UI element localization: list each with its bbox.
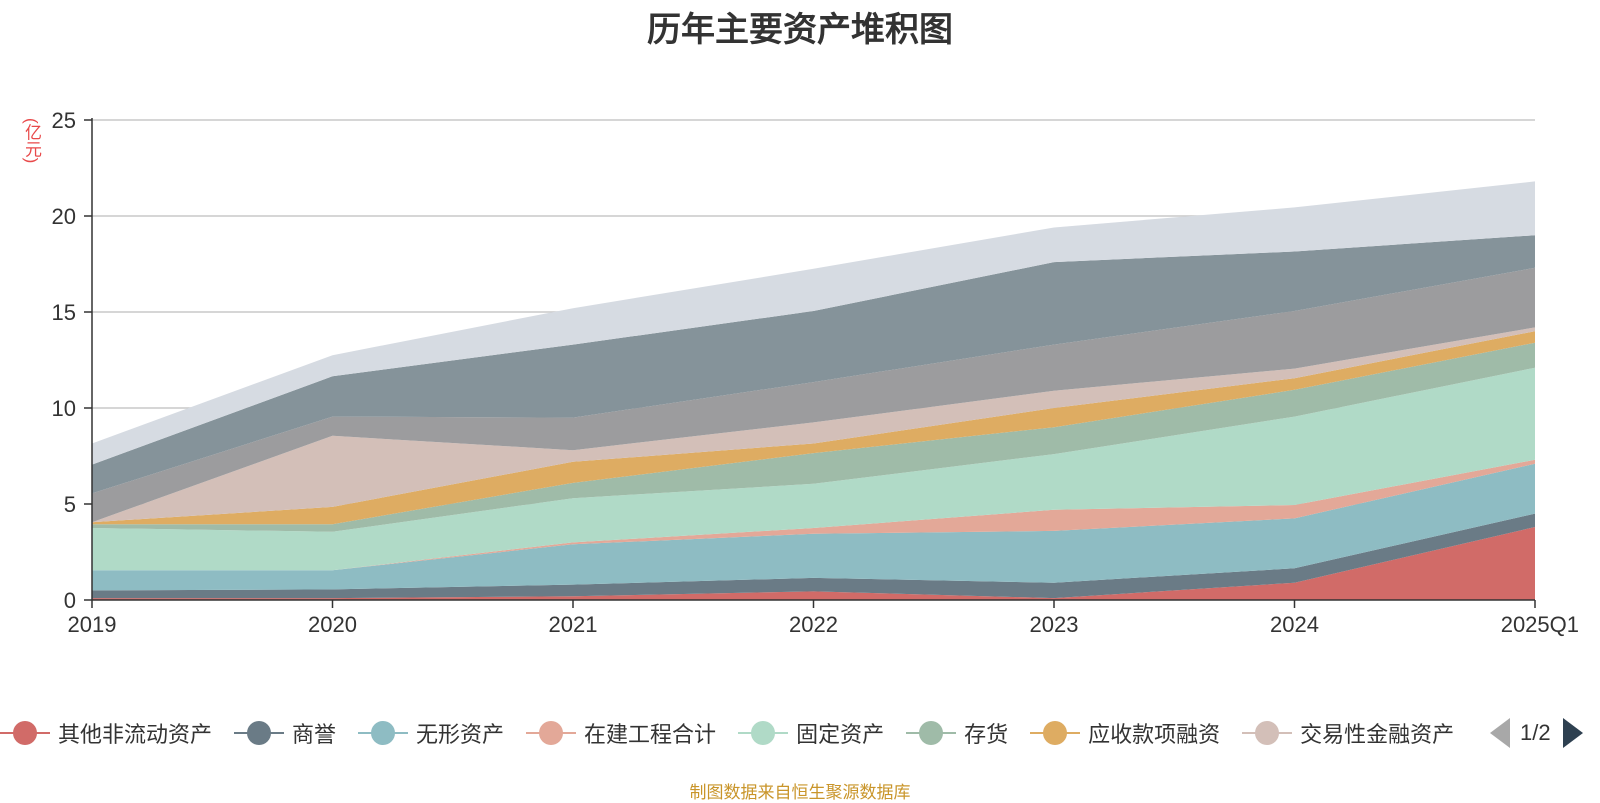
legend-item[interactable]: 交易性金融资产	[1242, 717, 1454, 749]
legend-marker-icon	[0, 721, 50, 745]
y-tick-label: 20	[52, 204, 76, 229]
x-tick-label: 2025Q1	[1501, 612, 1579, 637]
legend-item[interactable]: 商誉	[234, 717, 336, 749]
legend-item[interactable]: 固定资产	[738, 717, 884, 749]
legend-label: 交易性金融资产	[1300, 722, 1455, 747]
y-tick-label: 25	[52, 108, 76, 133]
area-series-4[interactable]	[92, 459, 1535, 571]
legend: 其他非流动资产 商誉 无形资产 在建工程合计 固定资产 存货 应收款项融资 交易性金融资产	[0, 715, 1480, 751]
legend-label: 固定资产	[796, 722, 885, 747]
area-series-2[interactable]	[92, 513, 1535, 599]
x-tick-label: 2023	[1030, 612, 1079, 637]
legend-label: 其他非流动资产	[58, 722, 213, 747]
legend-label: 在建工程合计	[584, 722, 717, 747]
legend-item[interactable]: 应收款项融资	[1030, 717, 1220, 749]
y-tick-label: 10	[52, 396, 76, 421]
legend-marker-icon	[738, 721, 789, 745]
area-series-10[interactable]	[92, 235, 1535, 494]
legend-prev-page-icon[interactable]	[1490, 718, 1510, 748]
legend-next-page-icon[interactable]	[1562, 718, 1583, 748]
legend-pager: 1/2	[1490, 715, 1583, 751]
x-tick-label: 2021	[549, 612, 598, 637]
legend-item[interactable]: 其他非流动资产	[0, 717, 212, 749]
area-series-1[interactable]	[92, 527, 1535, 600]
chart-title: 历年主要资产堆积图	[647, 11, 953, 49]
legend-label: 应收款项融资	[1088, 722, 1221, 747]
legend-label: 无形资产	[416, 722, 505, 747]
legend-item[interactable]: 存货	[906, 717, 1008, 749]
x-tick-label: 2022	[789, 612, 838, 637]
y-tick-label: 5	[64, 492, 76, 517]
x-tick-label: 2020	[308, 612, 357, 637]
axes: 0 5 10 15 20 25 2019 2020 2021 2022 2023 2024 2025Q1	[52, 108, 1579, 637]
legend-marker-icon	[906, 721, 957, 745]
legend-marker-icon	[526, 721, 577, 745]
legend-label: 存货	[964, 722, 1009, 747]
legend-item[interactable]: 在建工程合计	[526, 717, 716, 749]
legend-page-indicator: 1/2	[1520, 720, 1551, 745]
y-tick-label: 0	[64, 588, 76, 613]
legend-label: 商誉	[292, 722, 337, 747]
legend-marker-icon	[1030, 721, 1081, 745]
legend-marker-icon	[234, 721, 285, 745]
legend-marker-icon	[1242, 721, 1293, 745]
data-source-note: 制图数据来自恒生聚源数据库	[689, 783, 911, 802]
legend-marker-icon	[358, 721, 409, 745]
area-series	[92, 181, 1535, 600]
area-series-8[interactable]	[92, 327, 1535, 523]
y-axis-unit: (亿元)	[22, 118, 41, 164]
area-series-3[interactable]	[92, 463, 1535, 591]
legend-item[interactable]: 无形资产	[358, 717, 504, 749]
x-tick-label: 2019	[68, 612, 117, 637]
area-series-9[interactable]	[92, 267, 1535, 523]
area-series-5[interactable]	[92, 367, 1535, 571]
x-tick-label: 2024	[1270, 612, 1319, 637]
area-series-11[interactable]	[92, 181, 1535, 465]
y-tick-label: 15	[52, 300, 76, 325]
